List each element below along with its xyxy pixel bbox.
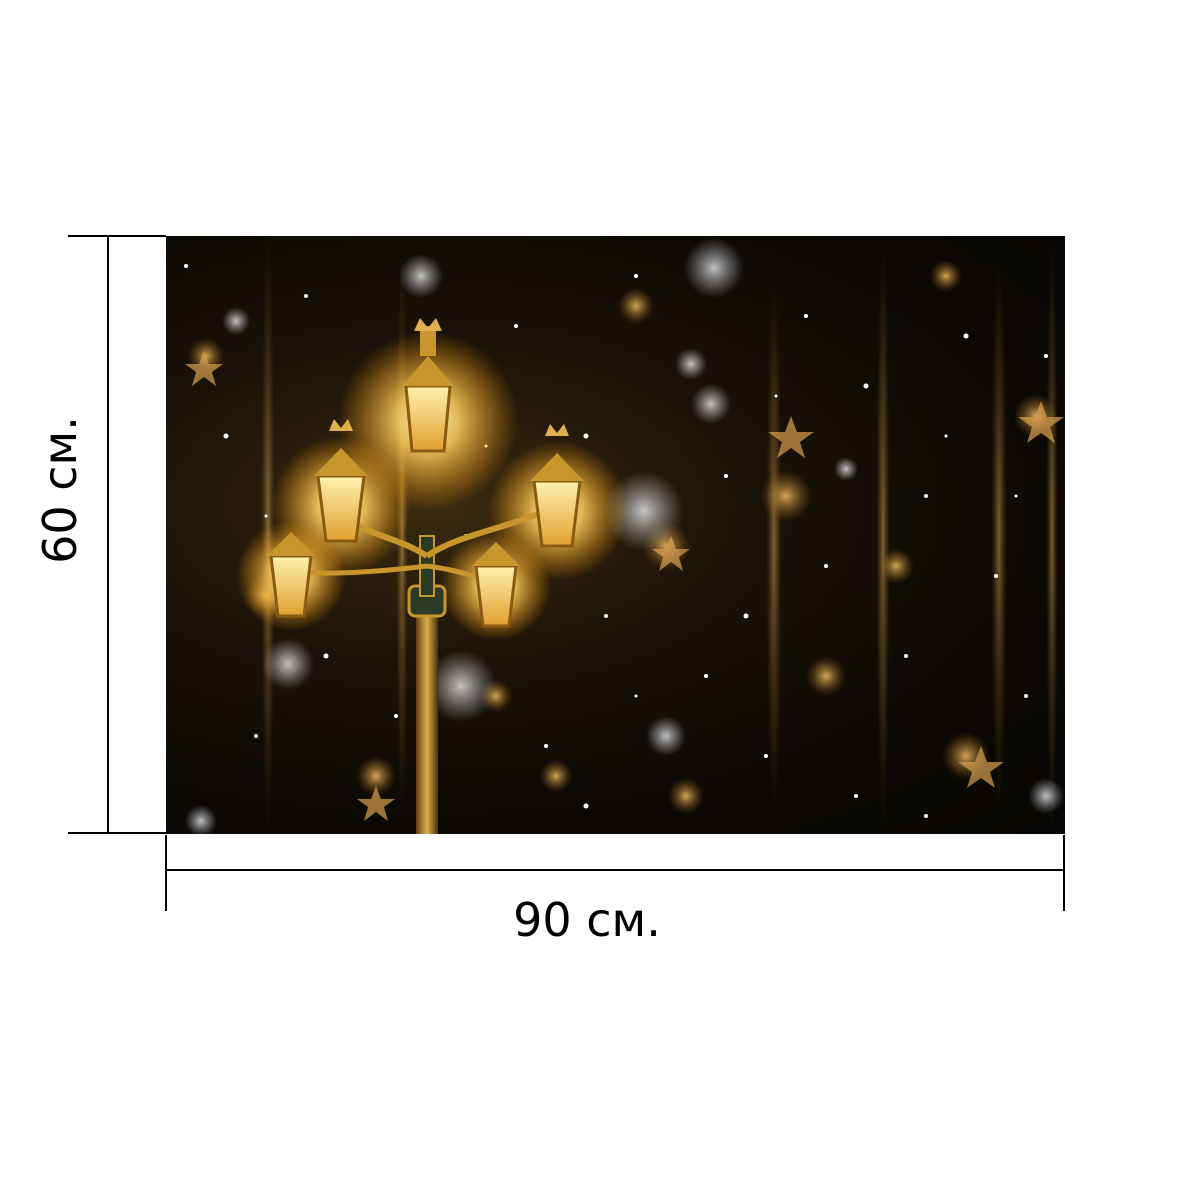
street-lamp — [236, 318, 628, 834]
height-bottom-tick — [68, 832, 166, 834]
width-dimension-line — [165, 869, 1065, 871]
height-top-tick — [68, 235, 166, 237]
width-right-tick — [1063, 835, 1065, 911]
height-dimension-line — [107, 235, 109, 834]
photo-artwork — [184, 236, 1064, 834]
width-left-tick — [165, 835, 167, 911]
width-label: 90 см. — [513, 893, 661, 947]
product-photo — [166, 236, 1065, 834]
snowflakes — [184, 264, 1048, 818]
height-label: 60 см. — [33, 416, 87, 564]
bokeh-stars — [185, 351, 1064, 821]
